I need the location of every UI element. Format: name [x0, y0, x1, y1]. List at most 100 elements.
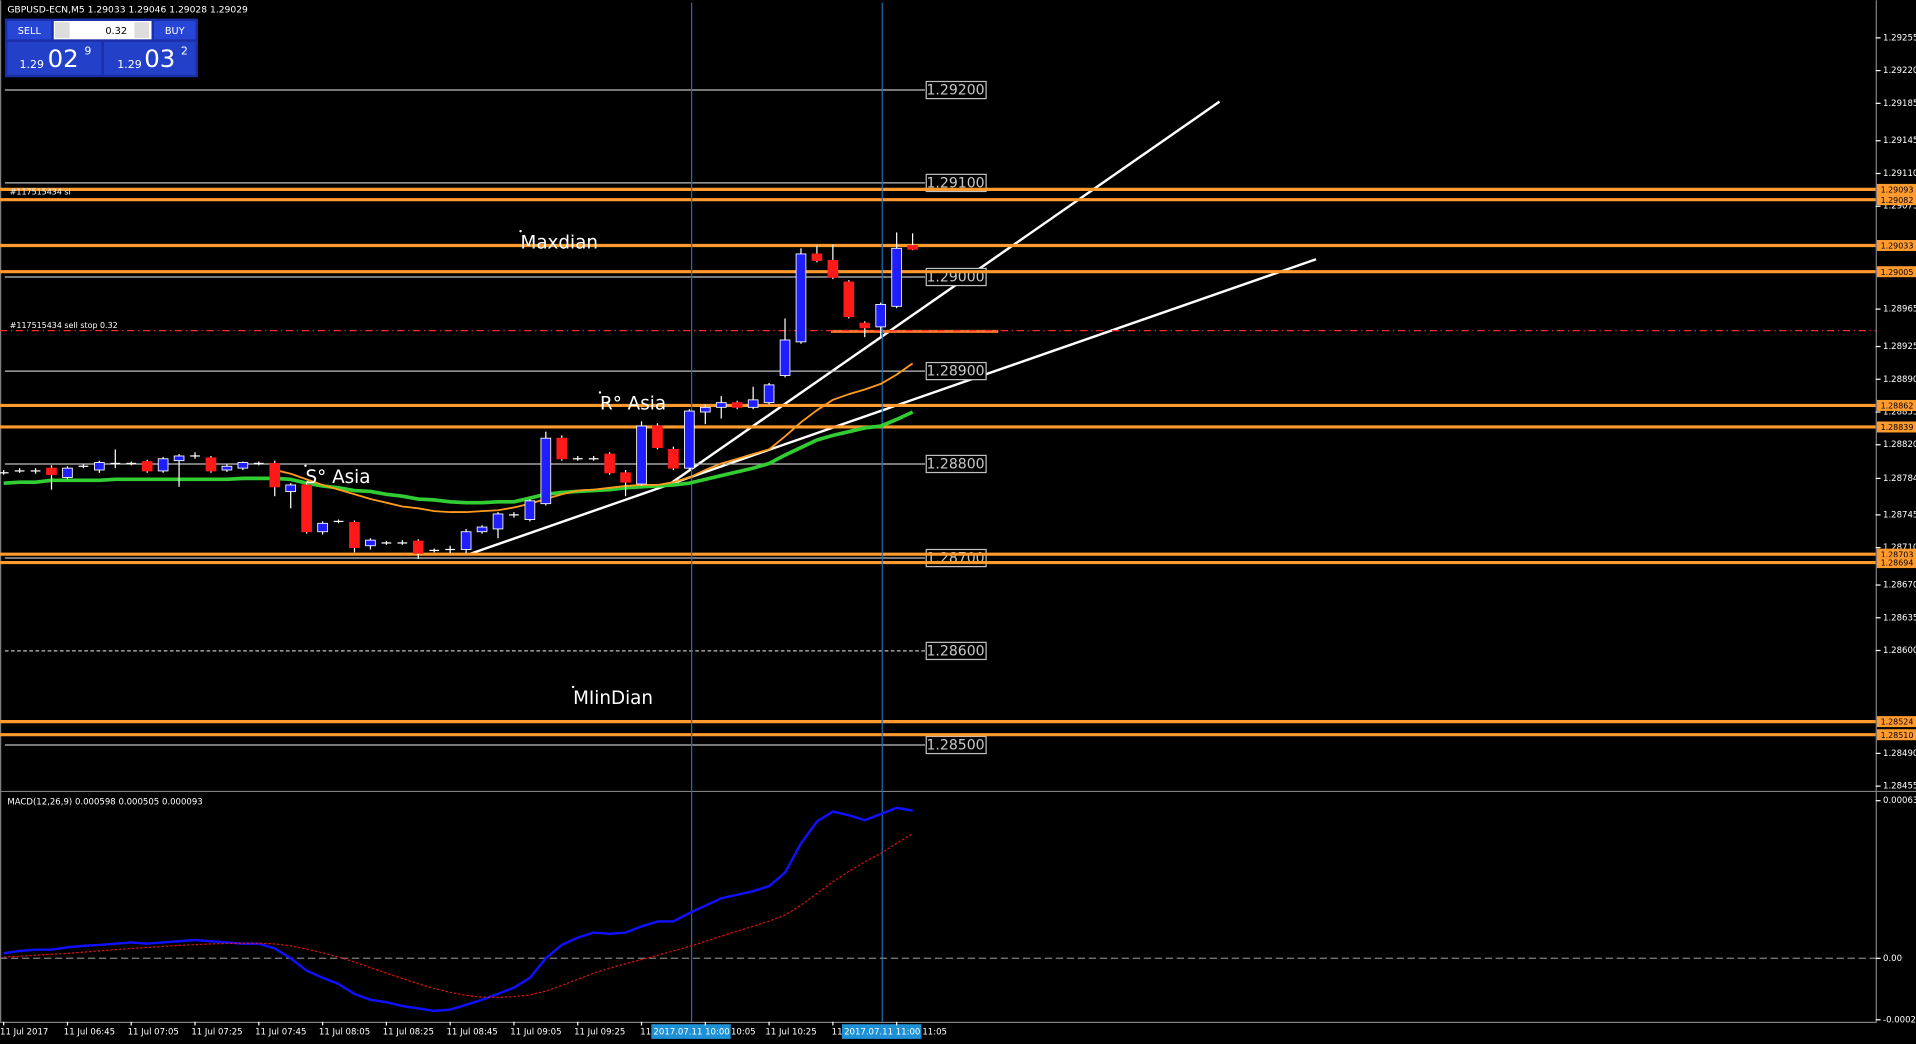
- candle-body: [349, 521, 360, 549]
- trade-panel: SELL 0.32 BUY 1.29 02 9 1.29 03 2: [4, 18, 198, 78]
- buy-button[interactable]: [153, 21, 196, 40]
- candle-body: [731, 402, 743, 408]
- x-tick-label: 11: [640, 1028, 651, 1038]
- y-tick-label: 1.28745: [1883, 510, 1916, 520]
- frame: [0, 0, 1916, 1023]
- x-tick-label: 11 Jul 10:25: [765, 1028, 816, 1038]
- y-tick-label: 0.00: [1883, 954, 1902, 964]
- y-tick-label: 1.29255: [1883, 33, 1916, 43]
- bid-frac: 9: [84, 45, 91, 58]
- candle-body: [412, 540, 424, 554]
- x-tick-label: 11 Jul 09:05: [510, 1028, 561, 1038]
- ask-frac: 2: [181, 45, 188, 58]
- candle-body: [652, 425, 663, 448]
- annotation: Maxdian: [521, 232, 598, 253]
- y-tick-label: 1.28670: [1883, 581, 1916, 591]
- y-tick-label: 1.28855: [1883, 408, 1916, 418]
- volume-input[interactable]: [53, 21, 152, 40]
- candle-body: [285, 484, 297, 492]
- bid-pips: 02: [48, 44, 79, 73]
- axis-price-box: [1876, 729, 1916, 741]
- candle-body: [699, 406, 711, 413]
- candle-body: [843, 281, 855, 318]
- level-label: 1.28500: [927, 738, 985, 754]
- bid-box[interactable]: [7, 41, 102, 75]
- y-tick-label: 1.28820: [1883, 440, 1916, 450]
- candle-body: [205, 457, 217, 472]
- candle-body: [604, 453, 615, 474]
- level-label-box: [925, 80, 987, 100]
- candle-body: [237, 462, 249, 469]
- candle-body: [460, 531, 472, 550]
- y-tick-label: 1.29220: [1883, 66, 1916, 76]
- time-label-box: [651, 1024, 731, 1039]
- y-tick-label: -0.000249: [1883, 1015, 1916, 1025]
- candle-body: [859, 322, 871, 329]
- axis-price-label: 1.29093: [1881, 185, 1914, 194]
- candle-body: [173, 455, 185, 462]
- candle-body: [556, 437, 568, 460]
- window-title: GBPUSD-ECN,M5 1.29033 1.29046 1.29028 1.…: [7, 5, 248, 16]
- volume-up[interactable]: [134, 22, 150, 39]
- level-label: 1.28900: [927, 364, 985, 380]
- candle-body: [668, 448, 679, 469]
- axis-price-label: 1.29005: [1881, 268, 1914, 277]
- buy-label[interactable]: BUY: [165, 26, 185, 37]
- x-tick-label: 11 Jul 08:05: [319, 1028, 370, 1038]
- ask-big: 1.29: [117, 58, 141, 71]
- level-label: 1.29200: [927, 83, 985, 99]
- y-tick-label: 1.29145: [1883, 136, 1916, 146]
- x-tick-label: 11 Jul 08:25: [383, 1028, 434, 1038]
- y-tick-label: 0.000638: [1883, 796, 1916, 806]
- level-label: 1.28800: [927, 457, 985, 473]
- candle-body: [747, 399, 759, 408]
- x-tick-label: 11: [832, 1028, 843, 1038]
- sell-label[interactable]: SELL: [18, 26, 42, 37]
- volume-down[interactable]: [54, 22, 70, 39]
- x-tick-label: 11 Jul 08:45: [446, 1028, 497, 1038]
- candle-body: [157, 458, 169, 472]
- y-tick-label: 1.28635: [1883, 613, 1916, 623]
- level-label-box: [925, 361, 987, 381]
- candle-body: [907, 245, 918, 250]
- candle-body: [763, 384, 775, 404]
- candle-body: [301, 484, 312, 533]
- y-tick-label: 1.28600: [1883, 646, 1916, 656]
- axis-price-label: 1.28839: [1881, 423, 1914, 432]
- axis-price-label: 1.29033: [1881, 242, 1914, 251]
- x-tick-label: 11 Jul 06:45: [64, 1028, 115, 1038]
- ask-box[interactable]: [103, 41, 196, 75]
- volume-value[interactable]: 0.32: [105, 26, 127, 37]
- sl-label: #117515434 sl: [10, 188, 71, 197]
- x-tick-label: 11 Jul 07:25: [191, 1028, 242, 1038]
- level-label-box: [925, 173, 987, 193]
- y-tick-label: 1.28925: [1883, 342, 1916, 352]
- x-tick-label: 11:05: [922, 1028, 947, 1038]
- axis-price-box: [1876, 194, 1916, 206]
- candle-body: [221, 465, 233, 471]
- level-label-box: [925, 454, 987, 474]
- indicator-line: [3, 833, 913, 998]
- y-tick-label: 1.28965: [1883, 305, 1916, 315]
- time-label: 2017.07.11 10:00: [653, 1028, 729, 1038]
- axis-price-box: [1876, 557, 1916, 569]
- sell-button[interactable]: [7, 21, 52, 40]
- annotation: MIinDian: [573, 688, 653, 709]
- annotation-dot: [571, 685, 575, 689]
- y-tick-label: 1.29185: [1883, 99, 1916, 109]
- axis-price-box: [1876, 399, 1916, 411]
- x-tick-label: 11 Jul 07:45: [255, 1028, 306, 1038]
- x-tick-label: 11 Jul 09:25: [574, 1028, 625, 1038]
- candle-body: [636, 425, 647, 485]
- candle-body: [46, 467, 57, 476]
- axis-price-label: 1.28510: [1881, 731, 1914, 740]
- candle-body: [365, 539, 376, 547]
- y-tick-label: 1.28710: [1883, 543, 1916, 553]
- level-label: 1.29000: [927, 270, 985, 286]
- candle-body: [715, 402, 727, 408]
- candle-body: [269, 463, 281, 488]
- y-tick-label: 1.28455: [1883, 782, 1916, 792]
- level-label-box: [925, 641, 987, 661]
